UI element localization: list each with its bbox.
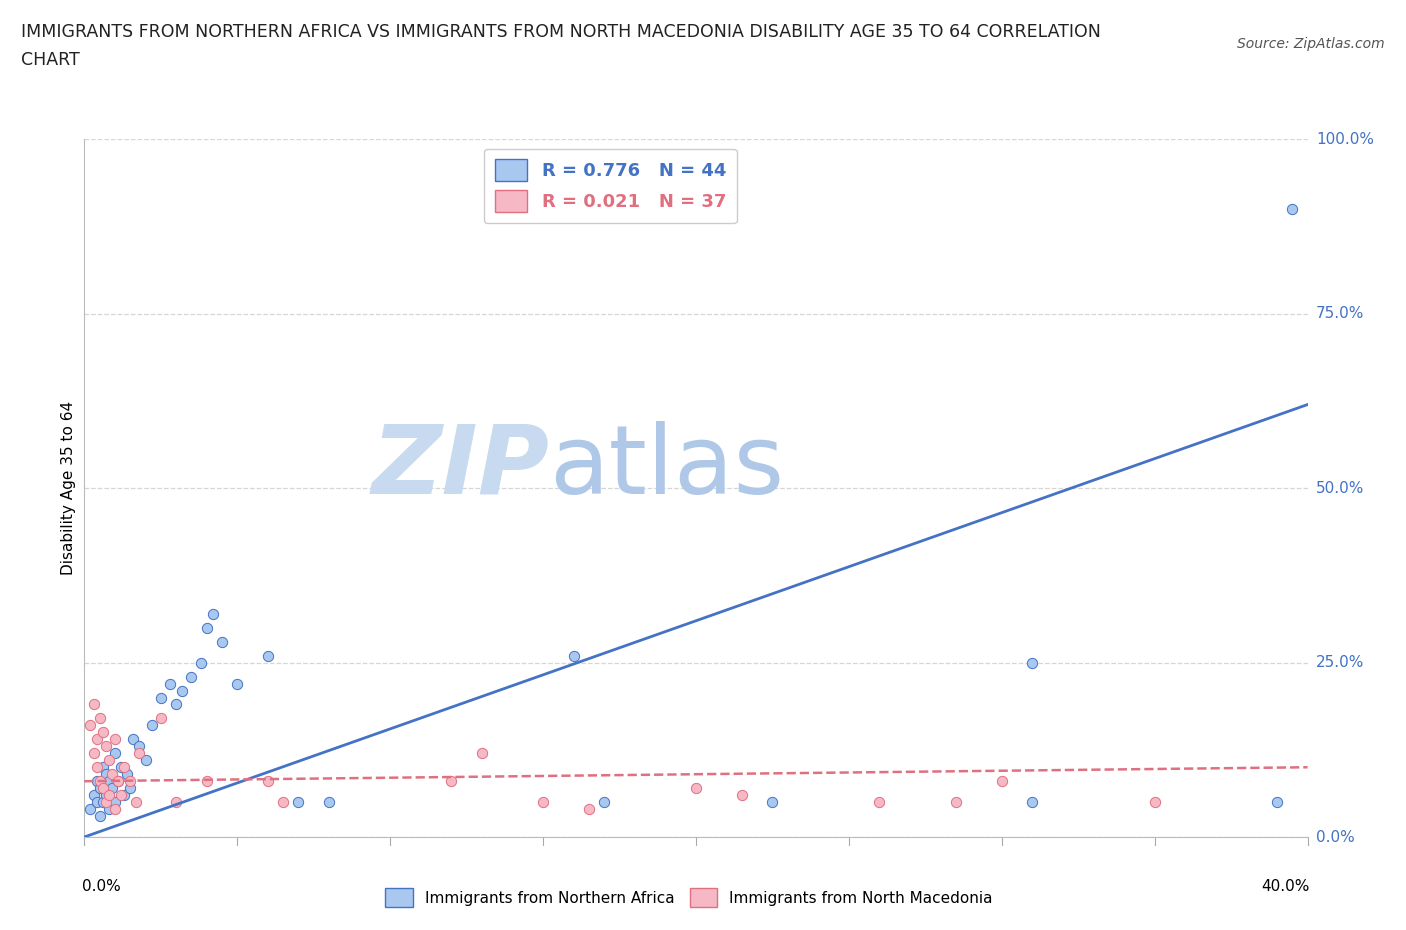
Legend: R = 0.776   N = 44, R = 0.021   N = 37: R = 0.776 N = 44, R = 0.021 N = 37 [484, 149, 737, 223]
Point [79, 718, 101, 733]
Point [122, 732, 145, 747]
Text: IMMIGRANTS FROM NORTHERN AFRICA VS IMMIGRANTS FROM NORTH MACEDONIA DISABILITY AG: IMMIGRANTS FROM NORTHERN AFRICA VS IMMIG… [21, 23, 1101, 41]
Point [97, 802, 120, 817]
Point [120, 781, 142, 796]
Point [271, 794, 294, 809]
Legend: Immigrants from Northern Africa, Immigrants from North Macedonia: Immigrants from Northern Africa, Immigra… [378, 883, 1000, 913]
Point [869, 794, 891, 809]
Point [104, 746, 127, 761]
Text: ZIP: ZIP [371, 420, 550, 513]
Point [97, 774, 120, 789]
Point [79, 802, 101, 817]
Point [107, 774, 129, 789]
Text: CHART: CHART [21, 51, 80, 69]
Point [731, 788, 754, 803]
Point [1021, 794, 1043, 809]
Point [91, 781, 114, 796]
Point [120, 774, 142, 789]
Point [1021, 655, 1043, 670]
Point [945, 794, 967, 809]
Point [1281, 202, 1303, 217]
Point [761, 794, 783, 809]
Point [991, 774, 1014, 789]
Point [104, 794, 127, 809]
Point [685, 781, 707, 796]
Point [287, 794, 309, 809]
Point [94, 788, 117, 803]
Text: 50.0%: 50.0% [1316, 481, 1364, 496]
Point [97, 753, 120, 768]
Point [86, 794, 108, 809]
Point [149, 711, 172, 725]
Point [165, 794, 187, 809]
Point [86, 732, 108, 747]
Point [91, 725, 114, 740]
Text: 75.0%: 75.0% [1316, 306, 1364, 322]
Point [211, 634, 233, 649]
Point [110, 760, 132, 775]
Point [172, 683, 194, 698]
Point [86, 760, 108, 775]
Point [531, 794, 554, 809]
Point [318, 794, 340, 809]
Point [91, 794, 114, 809]
Point [125, 794, 148, 809]
Point [101, 766, 124, 781]
Text: atlas: atlas [550, 420, 785, 513]
Point [89, 774, 111, 789]
Point [89, 781, 111, 796]
Point [115, 766, 138, 781]
Point [562, 648, 585, 663]
Point [195, 620, 218, 635]
Point [135, 753, 157, 768]
Text: Source: ZipAtlas.com: Source: ZipAtlas.com [1237, 37, 1385, 51]
Point [83, 746, 105, 761]
Point [94, 738, 117, 753]
Point [578, 802, 600, 817]
Point [91, 760, 114, 775]
Point [101, 781, 124, 796]
Point [1143, 794, 1166, 809]
Point [89, 809, 111, 824]
Point [86, 774, 108, 789]
Point [89, 711, 111, 725]
Point [159, 676, 181, 691]
Point [195, 774, 218, 789]
Point [141, 718, 163, 733]
Point [97, 788, 120, 803]
Point [83, 788, 105, 803]
Point [180, 670, 202, 684]
Point [107, 774, 129, 789]
Text: 0.0%: 0.0% [1316, 830, 1354, 844]
Point [112, 788, 135, 803]
Y-axis label: Disability Age 35 to 64: Disability Age 35 to 64 [60, 401, 76, 576]
Point [201, 606, 224, 621]
Point [104, 802, 127, 817]
Point [471, 746, 494, 761]
Point [112, 760, 135, 775]
Point [110, 788, 132, 803]
Text: 40.0%: 40.0% [1261, 879, 1310, 894]
Point [257, 648, 280, 663]
Point [128, 746, 150, 761]
Point [104, 732, 127, 747]
Point [128, 738, 150, 753]
Point [94, 766, 117, 781]
Point [190, 655, 212, 670]
Point [165, 698, 187, 712]
Point [440, 774, 463, 789]
Point [226, 676, 249, 691]
Point [94, 794, 117, 809]
Point [83, 698, 105, 712]
Point [149, 690, 172, 705]
Point [257, 774, 280, 789]
Text: 100.0%: 100.0% [1316, 132, 1374, 147]
Text: 0.0%: 0.0% [82, 879, 121, 894]
Point [1265, 794, 1288, 809]
Text: 25.0%: 25.0% [1316, 655, 1364, 671]
Point [593, 794, 616, 809]
